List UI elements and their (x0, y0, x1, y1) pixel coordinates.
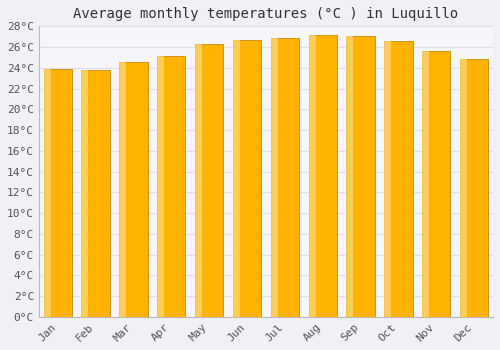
Bar (157, 56, 164, 317)
Bar (346, 36, 375, 317)
Bar (384, 41, 412, 317)
Bar (233, 40, 261, 317)
Bar (119, 62, 126, 317)
Bar (422, 51, 429, 317)
Bar (44, 69, 51, 317)
Bar (308, 35, 316, 317)
Bar (157, 56, 186, 317)
Bar (82, 70, 110, 317)
Bar (195, 44, 224, 317)
Bar (82, 70, 88, 317)
Bar (308, 35, 337, 317)
Bar (460, 60, 488, 317)
Bar (270, 38, 299, 317)
Bar (195, 44, 202, 317)
Bar (44, 69, 72, 317)
Bar (119, 62, 148, 317)
Bar (233, 40, 240, 317)
Bar (384, 41, 392, 317)
Bar (422, 51, 450, 317)
Bar (270, 38, 278, 317)
Bar (346, 36, 354, 317)
Bar (460, 60, 467, 317)
Title: Average monthly temperatures (°C ) in Luquillo: Average monthly temperatures (°C ) in Lu… (74, 7, 458, 21)
